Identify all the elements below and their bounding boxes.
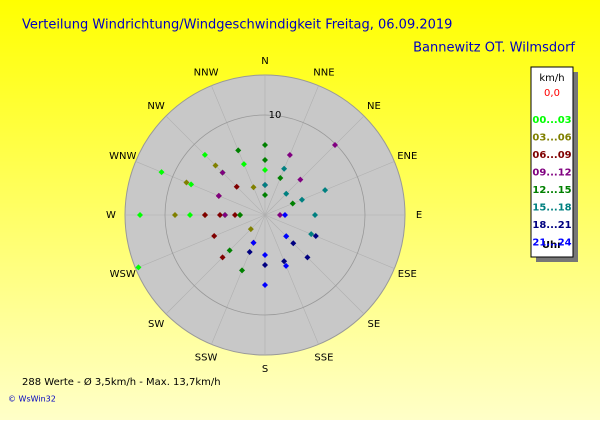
data-point — [158, 169, 165, 176]
radial-line — [135, 161, 266, 216]
data-point — [188, 181, 195, 188]
data-point — [262, 282, 268, 288]
chart-subtitle: Bannewitz OT. Wilmsdorf — [413, 41, 575, 56]
direction-label: W — [106, 210, 116, 221]
data-point — [281, 258, 288, 265]
legend-entry: 03...06 — [532, 133, 571, 144]
data-point — [246, 248, 253, 255]
data-point — [187, 212, 193, 218]
data-point — [332, 141, 339, 148]
legend-calm: 0,0 — [544, 88, 560, 99]
data-point — [137, 212, 143, 218]
data-point — [215, 192, 222, 199]
data-point — [219, 169, 226, 176]
data-point — [226, 247, 233, 254]
data-point — [202, 212, 208, 218]
radial-line — [264, 214, 319, 345]
data-point — [312, 212, 318, 218]
direction-label: NNE — [313, 68, 334, 79]
radial-line — [264, 161, 395, 216]
data-point — [322, 187, 329, 194]
grid-ring — [164, 114, 366, 316]
legend-entry: 15...18 — [532, 203, 571, 214]
radial-line — [264, 85, 319, 216]
direction-label: S — [262, 364, 268, 375]
data-point — [235, 147, 242, 154]
chart-title: Verteilung Windrichtung/Windgeschwindigk… — [22, 18, 452, 33]
data-point — [183, 179, 190, 186]
credit: © WsWin32 — [8, 395, 56, 404]
radial-line — [165, 214, 266, 315]
radial-line — [264, 214, 395, 269]
data-point — [217, 212, 223, 218]
direction-label: NE — [367, 101, 381, 112]
data-point — [304, 254, 311, 261]
data-point — [201, 151, 208, 158]
data-point — [172, 212, 178, 218]
direction-label: ENE — [397, 151, 417, 162]
data-point — [247, 226, 254, 233]
radial-line — [211, 214, 266, 345]
data-point — [277, 212, 283, 218]
data-point — [262, 252, 268, 258]
data-point — [262, 157, 268, 163]
direction-label: SW — [148, 319, 164, 330]
data-point — [262, 142, 268, 148]
data-point — [262, 262, 268, 268]
data-point — [283, 262, 290, 269]
data-point — [237, 212, 243, 218]
data-point — [297, 176, 304, 183]
data-point — [312, 233, 319, 240]
data-point — [289, 200, 296, 207]
data-point — [135, 264, 142, 271]
data-point — [250, 239, 257, 246]
direction-label: ESE — [398, 269, 417, 280]
data-point — [290, 240, 297, 247]
radial-line — [264, 214, 365, 315]
direction-label: WNW — [109, 151, 136, 162]
data-point — [212, 162, 219, 169]
data-point — [219, 254, 226, 261]
data-point — [283, 190, 290, 197]
legend-entry: 09...12 — [532, 168, 571, 179]
legend-title: km/h — [539, 73, 564, 84]
legend-box — [530, 66, 574, 258]
legend-entry: 12...15 — [532, 185, 571, 196]
legend-entry: 00...03 — [532, 115, 571, 126]
data-point — [282, 212, 288, 218]
legend-entry: 21...24 — [532, 238, 571, 249]
direction-label: WSW — [110, 269, 136, 280]
data-point — [286, 151, 293, 158]
direction-label: N — [261, 56, 268, 67]
data-point — [262, 182, 268, 188]
footer: 288 Werte - Ø 3,5km/h - Max. 13,7km/h — [22, 376, 221, 388]
data-point — [211, 233, 218, 240]
data-point — [233, 183, 240, 190]
radial-line — [264, 115, 365, 216]
data-point — [277, 175, 284, 182]
data-point — [239, 267, 246, 274]
data-point — [308, 231, 315, 238]
data-point — [232, 212, 238, 218]
data-point — [298, 196, 305, 203]
data-point — [281, 165, 288, 172]
data-point — [283, 233, 290, 240]
direction-label: E — [416, 210, 422, 221]
direction-label: NW — [147, 101, 164, 112]
data-point — [262, 167, 268, 173]
radial-line — [135, 214, 266, 269]
direction-label: SE — [368, 319, 381, 330]
direction-label: NNW — [194, 68, 219, 79]
data-point — [262, 192, 268, 198]
radial-tick-label: 10 — [269, 110, 282, 121]
direction-label: SSE — [314, 352, 333, 363]
data-point — [250, 184, 257, 191]
data-point — [240, 161, 247, 168]
data-point — [222, 212, 228, 218]
direction-label: SSW — [195, 352, 218, 363]
legend-entry: 18...21 — [532, 220, 571, 231]
legend-unit: Uhr — [542, 240, 562, 251]
legend-entry: 06...09 — [532, 150, 571, 161]
